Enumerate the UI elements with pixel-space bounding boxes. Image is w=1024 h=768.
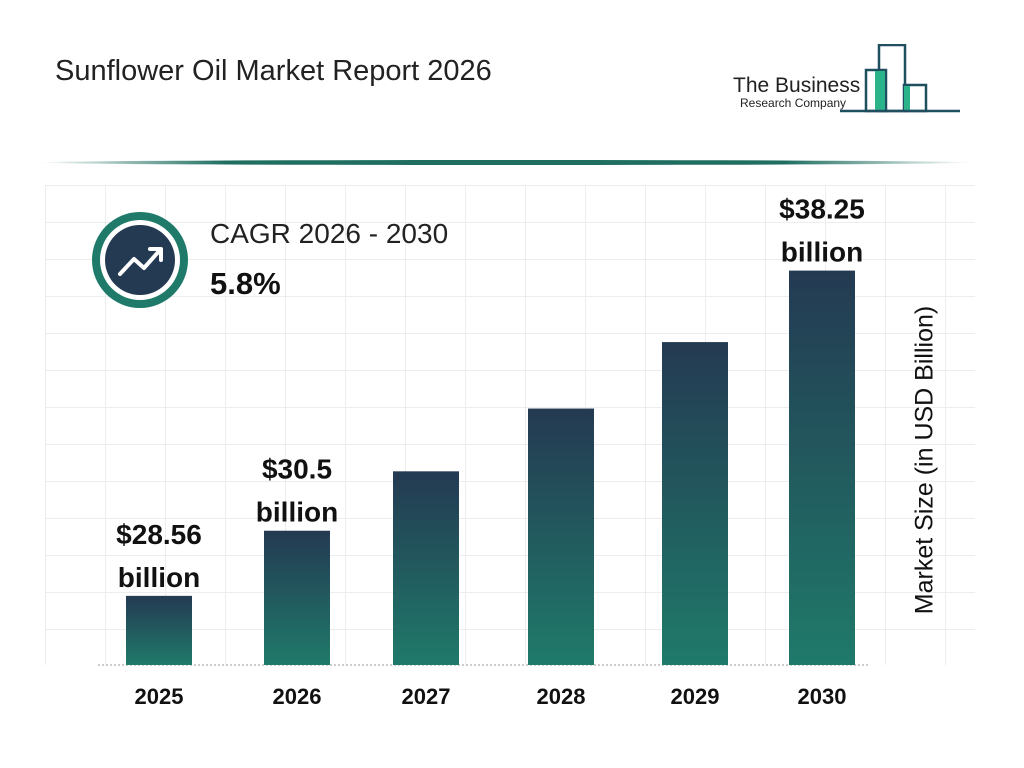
data-label: $28.56 xyxy=(116,519,202,550)
cagr-value: 5.8% xyxy=(210,266,281,301)
chart-baseline xyxy=(98,664,868,666)
company-logo: The Business Research Company xyxy=(728,44,968,116)
x-tick-label: 2026 xyxy=(273,684,322,709)
bar-2030 xyxy=(789,270,855,665)
trend-up-icon xyxy=(92,212,188,308)
data-label: billion xyxy=(256,497,338,528)
logo-text-primary: The Business xyxy=(733,74,861,97)
bar-2025 xyxy=(126,595,192,665)
logo-text-secondary: Research Company xyxy=(740,96,847,110)
data-label: $38.25 xyxy=(779,194,865,225)
bar-2029 xyxy=(662,342,728,665)
data-label: $30.5 xyxy=(262,454,332,485)
x-tick-label: 2025 xyxy=(135,684,184,709)
x-tick-label: 2028 xyxy=(537,684,586,709)
x-tick-label: 2027 xyxy=(402,684,451,709)
page-title: Sunflower Oil Market Report 2026 xyxy=(55,55,492,87)
data-label: billion xyxy=(781,237,863,268)
data-label: billion xyxy=(118,562,200,593)
bar-2028 xyxy=(528,408,594,665)
x-tick-label: 2030 xyxy=(798,684,847,709)
logo-buildings-icon xyxy=(840,44,960,113)
header-divider xyxy=(40,160,970,165)
x-tick-label: 2029 xyxy=(671,684,720,709)
cagr-label: CAGR 2026 - 2030 xyxy=(210,218,449,249)
bar-2026 xyxy=(264,530,330,665)
bar-2027 xyxy=(393,471,459,665)
